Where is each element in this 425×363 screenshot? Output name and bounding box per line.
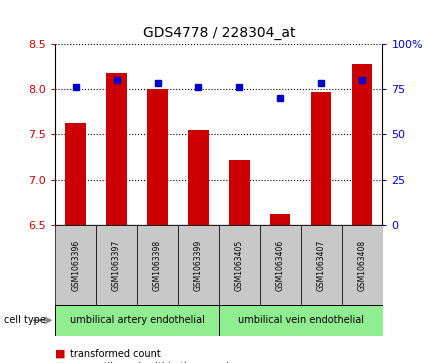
Bar: [352, 64, 372, 225]
Bar: [147, 89, 168, 225]
Text: ■: ■: [55, 362, 69, 363]
Bar: [55, 225, 96, 305]
Bar: [270, 214, 290, 225]
Bar: [188, 130, 209, 225]
Bar: [300, 225, 342, 305]
Bar: [137, 225, 178, 305]
Bar: [65, 123, 86, 225]
Bar: [229, 160, 249, 225]
Bar: [311, 92, 332, 225]
Bar: [260, 225, 300, 305]
Text: umbilical artery endothelial: umbilical artery endothelial: [70, 315, 204, 325]
Text: GSM1063397: GSM1063397: [112, 239, 121, 291]
Text: GSM1063406: GSM1063406: [276, 239, 285, 291]
Bar: [178, 225, 219, 305]
Text: percentile rank within the sample: percentile rank within the sample: [70, 362, 235, 363]
Text: GSM1063408: GSM1063408: [357, 240, 366, 290]
Bar: [219, 305, 382, 336]
Text: GSM1063407: GSM1063407: [317, 239, 326, 291]
Bar: [342, 225, 383, 305]
Text: ■: ■: [55, 349, 69, 359]
Text: cell type: cell type: [4, 315, 46, 325]
Bar: [55, 305, 219, 336]
Text: GSM1063399: GSM1063399: [194, 239, 203, 291]
Text: GSM1063398: GSM1063398: [153, 240, 162, 290]
Text: transformed count: transformed count: [70, 349, 161, 359]
Title: GDS4778 / 228304_at: GDS4778 / 228304_at: [143, 26, 295, 40]
Bar: [106, 73, 127, 225]
Text: GSM1063405: GSM1063405: [235, 239, 244, 291]
Text: umbilical vein endothelial: umbilical vein endothelial: [238, 315, 364, 325]
Bar: [219, 225, 260, 305]
Bar: [96, 225, 137, 305]
Text: GSM1063396: GSM1063396: [71, 239, 80, 291]
